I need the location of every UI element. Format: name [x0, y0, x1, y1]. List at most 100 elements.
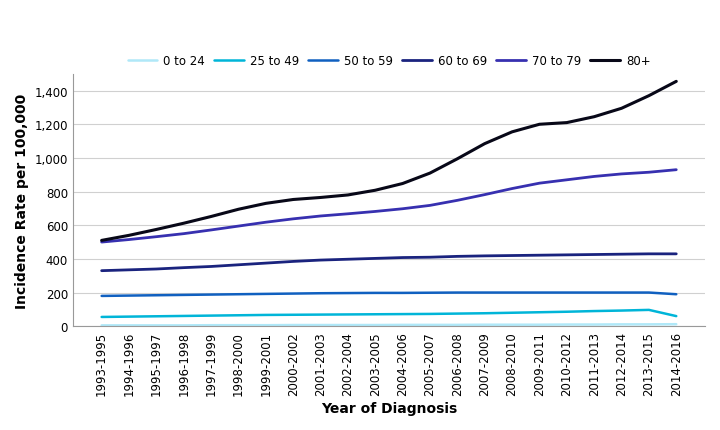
70 to 79	[590, 175, 598, 180]
80+	[371, 188, 379, 194]
50 to 59	[261, 292, 270, 297]
50 to 59	[371, 291, 379, 296]
70 to 79	[125, 237, 133, 243]
60 to 69	[261, 261, 270, 266]
25 to 49	[617, 308, 626, 313]
0 to 24	[508, 322, 516, 328]
70 to 79	[480, 193, 489, 198]
80+	[426, 171, 434, 176]
X-axis label: Year of Diagnosis: Year of Diagnosis	[321, 401, 457, 415]
50 to 59	[398, 291, 407, 296]
50 to 59	[343, 291, 352, 296]
50 to 59	[508, 290, 516, 295]
0 to 24	[179, 323, 188, 328]
80+	[535, 123, 544, 128]
50 to 59	[562, 290, 571, 295]
80+	[672, 80, 680, 85]
70 to 79	[152, 234, 161, 240]
0 to 24	[590, 322, 598, 327]
50 to 59	[426, 290, 434, 295]
60 to 69	[480, 254, 489, 259]
80+	[179, 221, 188, 226]
25 to 49	[535, 310, 544, 315]
80+	[261, 201, 270, 206]
70 to 79	[562, 178, 571, 183]
60 to 69	[672, 252, 680, 257]
50 to 59	[125, 293, 133, 298]
70 to 79	[426, 203, 434, 209]
80+	[316, 195, 325, 200]
70 to 79	[261, 220, 270, 225]
50 to 59	[480, 290, 489, 295]
50 to 59	[152, 293, 161, 298]
50 to 59	[289, 291, 297, 296]
0 to 24	[371, 322, 379, 328]
25 to 49	[125, 314, 133, 319]
60 to 69	[152, 267, 161, 272]
Line: 25 to 49: 25 to 49	[102, 310, 676, 317]
Line: 70 to 79: 70 to 79	[102, 170, 676, 243]
50 to 59	[97, 294, 106, 299]
70 to 79	[398, 207, 407, 212]
0 to 24	[152, 323, 161, 328]
50 to 59	[207, 292, 215, 298]
60 to 69	[508, 253, 516, 258]
0 to 24	[672, 322, 680, 327]
Legend: 0 to 24, 25 to 49, 50 to 59, 60 to 69, 70 to 79, 80+: 0 to 24, 25 to 49, 50 to 59, 60 to 69, 7…	[123, 50, 655, 73]
25 to 49	[371, 312, 379, 317]
70 to 79	[371, 209, 379, 215]
70 to 79	[644, 170, 653, 175]
60 to 69	[97, 268, 106, 273]
70 to 79	[535, 181, 544, 186]
0 to 24	[234, 323, 243, 328]
50 to 59	[617, 290, 626, 295]
70 to 79	[316, 214, 325, 219]
Line: 60 to 69: 60 to 69	[102, 254, 676, 271]
70 to 79	[343, 212, 352, 217]
80+	[125, 233, 133, 238]
50 to 59	[453, 290, 462, 295]
0 to 24	[562, 322, 571, 327]
50 to 59	[590, 290, 598, 295]
25 to 49	[179, 313, 188, 319]
60 to 69	[398, 255, 407, 261]
0 to 24	[535, 322, 544, 328]
60 to 69	[289, 259, 297, 264]
60 to 69	[316, 258, 325, 263]
70 to 79	[97, 240, 106, 245]
50 to 59	[234, 292, 243, 297]
80+	[644, 94, 653, 99]
80+	[480, 142, 489, 147]
25 to 49	[343, 312, 352, 317]
0 to 24	[398, 322, 407, 328]
0 to 24	[480, 322, 489, 328]
60 to 69	[644, 252, 653, 257]
80+	[508, 130, 516, 135]
70 to 79	[508, 187, 516, 192]
80+	[234, 207, 243, 212]
25 to 49	[261, 313, 270, 318]
Line: 80+: 80+	[102, 82, 676, 241]
25 to 49	[97, 315, 106, 320]
70 to 79	[289, 217, 297, 222]
0 to 24	[289, 322, 297, 328]
50 to 59	[179, 293, 188, 298]
25 to 49	[207, 313, 215, 319]
60 to 69	[207, 264, 215, 270]
0 to 24	[316, 322, 325, 328]
0 to 24	[207, 323, 215, 328]
0 to 24	[261, 323, 270, 328]
60 to 69	[125, 267, 133, 273]
80+	[453, 157, 462, 162]
60 to 69	[535, 253, 544, 258]
25 to 49	[508, 310, 516, 316]
25 to 49	[480, 311, 489, 316]
60 to 69	[426, 255, 434, 260]
Line: 50 to 59: 50 to 59	[102, 293, 676, 296]
80+	[562, 121, 571, 126]
60 to 69	[371, 256, 379, 261]
0 to 24	[343, 322, 352, 328]
70 to 79	[207, 228, 215, 233]
25 to 49	[316, 312, 325, 317]
60 to 69	[562, 253, 571, 258]
